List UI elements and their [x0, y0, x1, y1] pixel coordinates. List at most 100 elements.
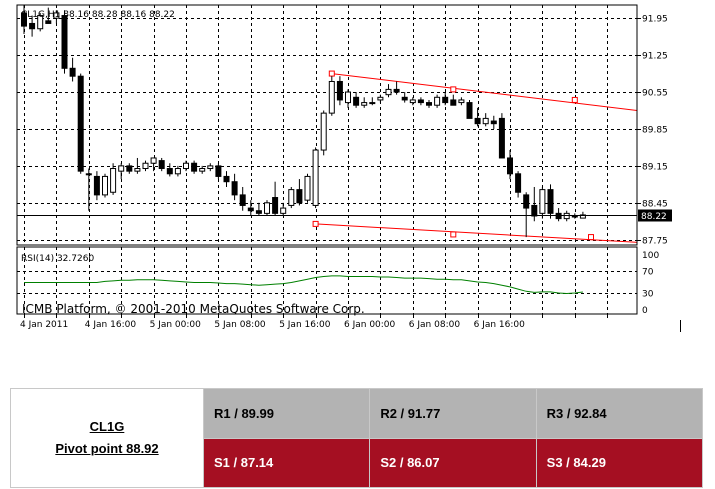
candle-body [312, 149, 319, 206]
candle [21, 5, 27, 35]
candle-body [401, 96, 408, 101]
candle [174, 165, 181, 177]
candle-body [207, 165, 214, 170]
candle-body [417, 99, 424, 104]
resistance-row: CL1G Pivot point 88.92 R1 / 89.99 R2 / 9… [10, 388, 704, 488]
candle-body [507, 157, 513, 175]
candle-body [466, 102, 473, 119]
candle [474, 107, 481, 127]
candle [336, 76, 343, 106]
trendline-marker [312, 220, 319, 227]
rsi-tick-label: 30 [642, 290, 654, 300]
candle-body [361, 102, 368, 106]
candle-body [158, 160, 165, 170]
candle [150, 157, 157, 172]
candle-body [385, 88, 392, 96]
candle [426, 99, 432, 108]
s2-cell: S2 / 86.07 [369, 437, 537, 488]
rsi-tick-label: 0 [642, 306, 648, 316]
candle-body [280, 207, 287, 214]
candle [304, 173, 311, 203]
candle-body [336, 80, 343, 101]
candle [555, 208, 562, 222]
candle [353, 92, 360, 108]
time-tick-label: 6 Jan 08:00 [409, 320, 461, 330]
candle [417, 97, 424, 106]
candle [264, 200, 270, 216]
candle [183, 160, 189, 172]
candle [296, 179, 303, 206]
candle [239, 186, 246, 211]
candle [255, 202, 262, 216]
candle [531, 186, 538, 222]
time-tick-label: 6 Jan 00:00 [344, 320, 396, 330]
candle-body [304, 175, 311, 201]
candle [409, 97, 416, 106]
price-tick-label: 88.45 [642, 200, 668, 210]
candle [377, 94, 384, 103]
candle-body [579, 214, 586, 219]
r1-cell: R1 / 89.99 [202, 388, 371, 439]
candle [498, 113, 505, 159]
rsi-tick-label: 70 [642, 268, 654, 278]
candle [53, 10, 60, 24]
candle [401, 92, 408, 103]
axes: 91.95 91.25 90.55 89.85 89.15 88.45 87.75 4 Jan… [17, 15, 672, 330]
candle [490, 115, 497, 129]
candle [61, 10, 68, 74]
price-tick-label: 87.75 [642, 237, 668, 247]
candle-body [29, 22, 36, 30]
candle [280, 202, 287, 216]
candle [507, 150, 513, 180]
time-tick-label: 4 Jan 2011 [20, 320, 68, 330]
candle [85, 168, 92, 211]
candle [37, 12, 44, 32]
candle-body [515, 173, 522, 193]
candle-body [523, 194, 530, 209]
candle [361, 97, 368, 108]
candle-body [288, 189, 295, 206]
candle [450, 94, 457, 106]
price-chart: 91.95 91.25 90.55 89.85 89.15 88.45 87.75 4 Jan… [16, 4, 672, 330]
pivot-table: CL1G Pivot point 88.92 R1 / 89.99 R2 / 9… [10, 388, 704, 488]
candle [166, 163, 173, 177]
time-tick-label: 5 Jan 08:00 [214, 320, 266, 330]
candle-body [183, 162, 189, 170]
candle-body [458, 99, 465, 104]
candle [215, 163, 222, 180]
s1-cell: S1 / 87.14 [202, 437, 371, 488]
symbol-link[interactable]: CL1G [89, 419, 125, 434]
candle-body [53, 12, 60, 19]
candle-body [118, 165, 125, 172]
pivot-point-link[interactable]: Pivot point 88.92 [55, 441, 159, 456]
candle [385, 84, 392, 98]
time-tick-label: 6 Jan 16:00 [474, 320, 526, 330]
trendline-marker [588, 234, 594, 241]
rsi-label: RSI(14) 32.7260 [21, 254, 94, 264]
candle-body [377, 96, 384, 101]
candle-body [142, 162, 149, 170]
candle-body [37, 15, 44, 30]
candle [458, 97, 465, 106]
r2-cell: R2 / 91.77 [369, 388, 537, 439]
candle [312, 147, 319, 209]
rsi-line [24, 275, 583, 295]
candle [126, 163, 133, 174]
candle [515, 171, 522, 198]
trendline-marker [450, 86, 457, 93]
support-row: S1 / 87.14 S2 / 86.07 S3 / 84.29 [11, 437, 704, 488]
candle-body [434, 96, 441, 106]
candle-body [426, 102, 432, 106]
candle [547, 184, 554, 219]
candle [158, 157, 165, 172]
candle [539, 186, 546, 219]
candle [77, 73, 84, 174]
candle [434, 94, 441, 108]
current-price-box [638, 209, 672, 222]
candle-body [93, 175, 100, 196]
candle [134, 157, 141, 174]
candle-body [498, 117, 505, 159]
rsi-panel [17, 271, 637, 295]
candle [69, 57, 76, 82]
candle-body [191, 162, 198, 172]
